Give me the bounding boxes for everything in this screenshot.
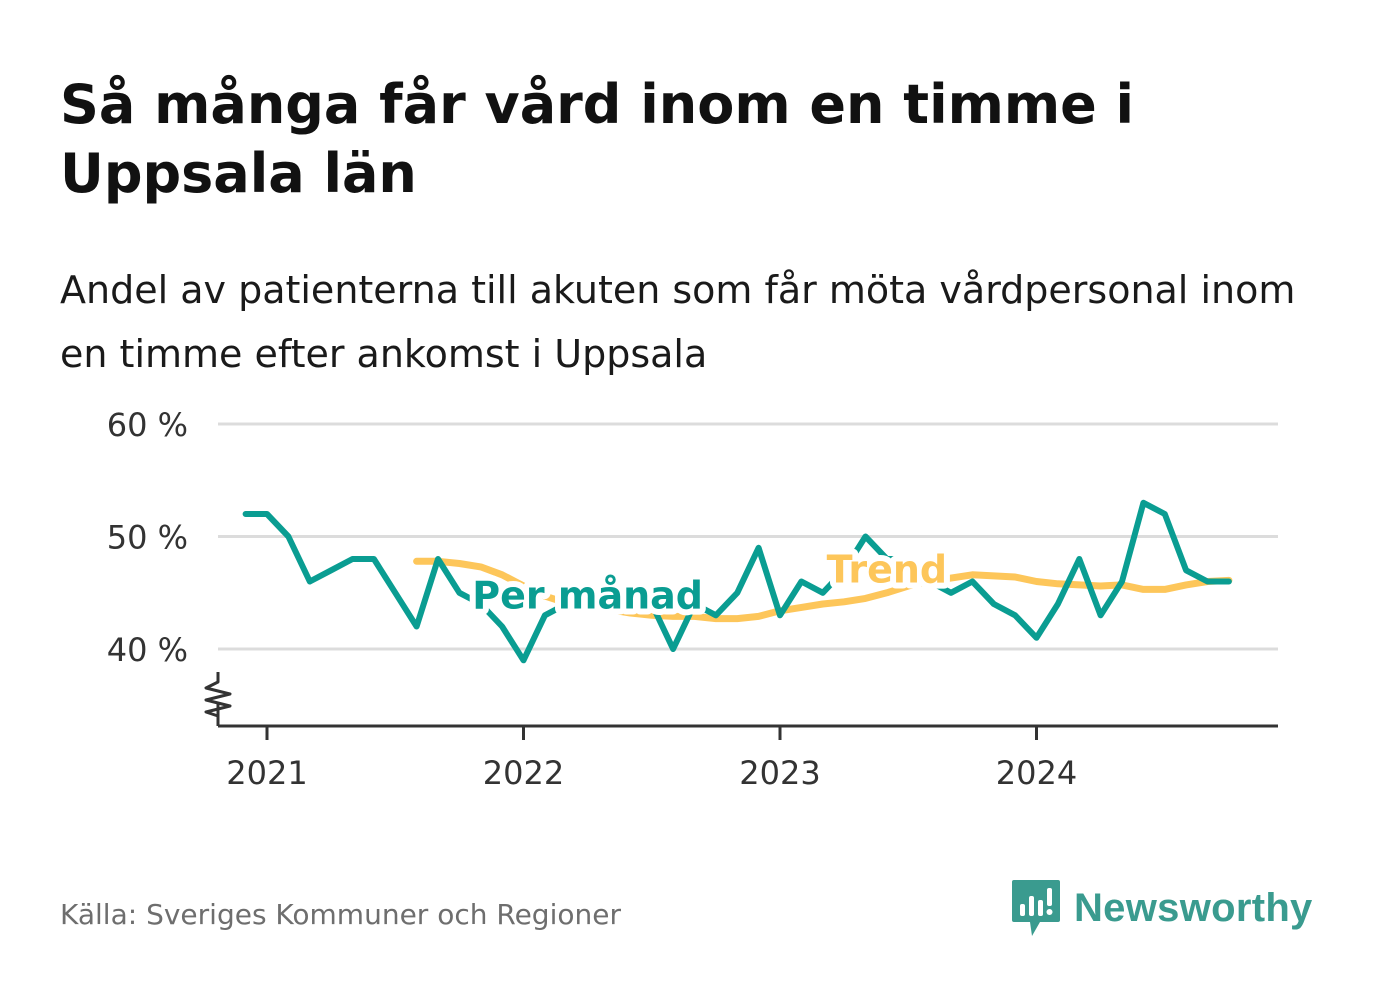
x-tick-label: 2022	[483, 754, 564, 792]
chart-title: Så många får vård inom en timme i Uppsal…	[60, 73, 1135, 205]
trend-label: Trend	[827, 548, 948, 592]
series-label-halo: Per månad	[472, 574, 703, 618]
axis-layer: 40 % 50 % 60 % 2021 2022 2023 2024	[107, 406, 1278, 792]
series-layer	[242, 499, 1233, 664]
y-tick-label: 50 %	[107, 519, 188, 557]
newsworthy-logo: Newsworthy	[1010, 878, 1313, 938]
line-chart: 40 %50 %60 %2021 2022 2023 2024 Per månadPe…	[107, 406, 1278, 792]
y-tick-label: 60 %	[107, 406, 188, 444]
newsworthy-logo-icon	[1012, 880, 1060, 936]
y-tick-label: 40 %	[107, 631, 188, 669]
grid-layer	[218, 422, 1278, 651]
source-note: Källa: Sveriges Kommuner och Regioner	[60, 898, 621, 931]
x-tick-label: 2021	[226, 754, 307, 792]
trend-line	[413, 557, 1233, 623]
series-label-halo: Trend	[827, 548, 948, 592]
monthly-line	[242, 499, 1232, 664]
chart-subtitle: Andel av patienterna till akuten som får…	[60, 268, 1296, 376]
x-tick-label: 2023	[739, 754, 820, 792]
x-tick-label: 2024	[996, 754, 1077, 792]
newsworthy-logo-text: Newsworthy	[1074, 885, 1313, 930]
axis-break-mark	[204, 672, 232, 726]
monthly-label: Per månad	[472, 574, 703, 618]
